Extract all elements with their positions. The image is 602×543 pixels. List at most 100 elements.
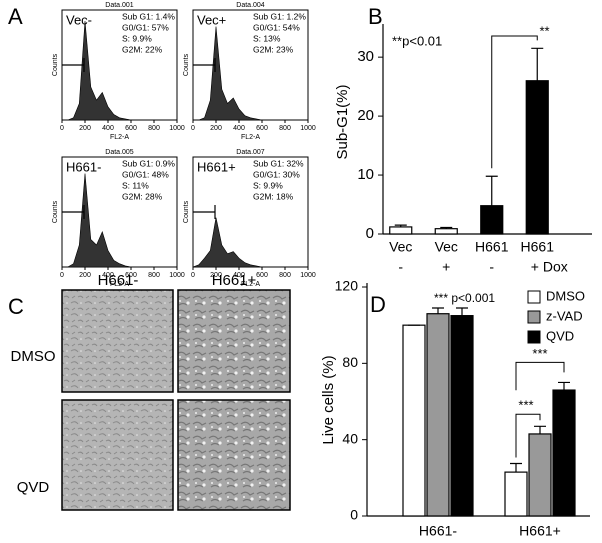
sample-label: H661+ (197, 159, 236, 174)
sample-label: Vec- (66, 12, 92, 27)
x-tick-label: 800 (279, 272, 291, 279)
x-sublabel: + Dox (531, 259, 568, 275)
error-bar (432, 307, 444, 314)
stat-text: Sub G1: 1.4% (122, 11, 175, 21)
x-tick-label: 600 (125, 272, 137, 279)
x-tick-label: 600 (256, 272, 268, 279)
y-tick-label: 0 (366, 225, 374, 242)
y-axis-label: Counts (183, 53, 190, 76)
bar (552, 389, 576, 517)
bar (504, 471, 528, 517)
x-tick-label: 0 (191, 272, 195, 279)
stat-text: G2M: 28% (122, 191, 163, 201)
stat-text: G0/G1: 54% (253, 22, 300, 32)
x-tick-label: 1000 (300, 272, 316, 279)
x-tick-label: 1000 (169, 125, 185, 132)
x-tick-label: 1000 (169, 272, 185, 279)
panel-label: A (8, 4, 23, 29)
x-tick-label: 400 (233, 272, 245, 279)
stat-text: S: 9.9% (122, 33, 152, 43)
panel-label: D (370, 292, 386, 317)
significance-label: *** (532, 346, 547, 361)
bar (528, 433, 552, 517)
y-tick-label: 80 (342, 354, 358, 370)
micrograph (61, 399, 174, 511)
annotation: *** p<0.001 (434, 291, 495, 305)
histogram-area (193, 26, 308, 121)
stat-text: G0/G1: 57% (122, 22, 169, 32)
stat-text: G2M: 23% (253, 44, 294, 54)
stat-text: S: 13% (253, 33, 281, 43)
x-tick-label: Vec (435, 239, 458, 255)
bar (450, 315, 474, 517)
x-tick-label: 400 (233, 125, 245, 132)
stat-text: Sub G1: 0.9% (122, 158, 175, 168)
row-label: DMSO (11, 348, 56, 365)
x-tick-label: 800 (279, 125, 291, 132)
x-axis-label: FL2-A (241, 134, 260, 141)
x-tick-label: 0 (60, 125, 64, 132)
y-axis-label: Live cells (%) (320, 355, 337, 444)
y-axis-label: Counts (52, 53, 59, 76)
stat-text: G0/G1: 30% (253, 169, 300, 179)
x-tick-label: 800 (148, 272, 160, 279)
x-tick-label: H661 (521, 239, 555, 255)
x-tick-label: 600 (256, 125, 268, 132)
x-tick-label: 200 (210, 272, 222, 279)
y-tick-label: 20 (357, 107, 374, 124)
panel-label: C (8, 294, 24, 319)
x-tick-label: H661+ (519, 523, 561, 539)
plot-title: Data.004 (236, 2, 265, 9)
x-tick-label: 200 (210, 125, 222, 132)
error-bar (531, 47, 544, 81)
x-tick-label: 400 (102, 272, 114, 279)
sample-label: Vec+ (197, 12, 226, 27)
significance-bracket (491, 35, 538, 169)
stat-text: Sub G1: 1.2% (253, 11, 306, 21)
x-tick-label: 600 (125, 125, 137, 132)
x-sublabel: - (489, 259, 494, 275)
bar (402, 324, 426, 517)
x-tick-label: H661 (475, 239, 509, 255)
micrograph (177, 289, 291, 393)
legend-label: QVD (546, 328, 574, 343)
x-sublabel: + (442, 259, 450, 275)
x-tick-label: 800 (148, 125, 160, 132)
legend-swatch (527, 290, 541, 304)
micrograph (177, 399, 291, 511)
x-axis-label: FL2-A (110, 134, 129, 141)
annotation: **p<0.01 (392, 33, 442, 48)
bar (434, 228, 458, 235)
y-tick-label: 0 (350, 507, 358, 523)
x-tick-label: 1000 (300, 125, 316, 132)
histogram-area (62, 20, 177, 121)
y-axis-label: Sub-G1(%) (334, 84, 351, 159)
legend-swatch (527, 310, 541, 324)
plot-title: Data.007 (236, 149, 265, 156)
gate-marker (193, 58, 216, 72)
histogram-area (192, 217, 308, 268)
stat-text: S: 9.9% (253, 180, 283, 190)
y-tick-label: 120 (335, 278, 359, 294)
significance-bracket (515, 361, 565, 391)
stat-text: G2M: 18% (253, 191, 294, 201)
y-tick-label: 10 (357, 166, 374, 183)
panel-label: B (368, 4, 383, 29)
gate-marker (193, 205, 216, 219)
gate-marker (62, 58, 85, 72)
error-bar (510, 462, 522, 473)
error-bar (394, 224, 407, 227)
column-label: H661+ (212, 272, 257, 289)
y-tick-label: 40 (342, 430, 358, 446)
row-label: QVD (17, 479, 50, 496)
histogram-area (62, 173, 177, 268)
y-axis-label: Counts (52, 200, 59, 223)
x-tick-label: 400 (102, 125, 114, 132)
x-tick-label: 0 (191, 125, 195, 132)
error-bar (456, 307, 468, 316)
error-bar (485, 175, 498, 206)
legend-label: DMSO (546, 288, 585, 303)
plot-title: Data.001 (105, 2, 134, 9)
significance-label: ** (539, 23, 549, 38)
